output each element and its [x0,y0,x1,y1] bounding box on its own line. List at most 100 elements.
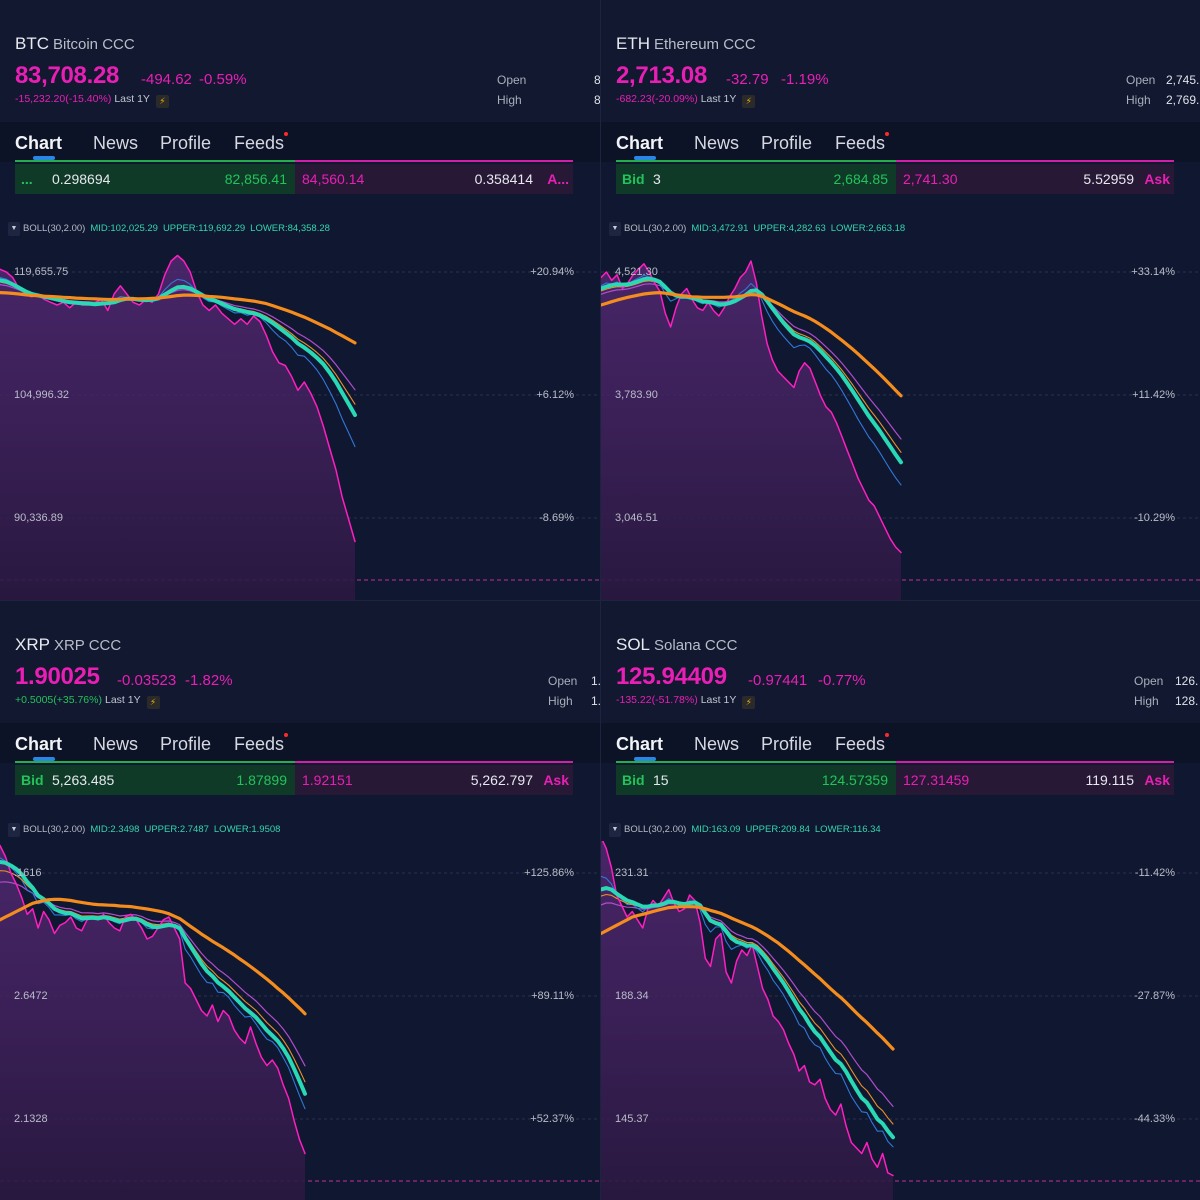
bid-size: 5,263.485 [52,772,115,788]
chevron-down-icon[interactable]: ▼ [609,222,621,236]
price-change: -32.79 [726,71,769,88]
price-chart[interactable]: 4,521.30 3,783.90 3,046.51 +33.14% +11.4… [601,240,1200,600]
bid-price: 124.57359 [821,772,888,788]
tab-feeds[interactable]: Feeds [835,734,886,754]
bid-depth-bar [15,761,295,763]
tab-bar: Chart News Profile Feeds [601,122,1200,162]
symbol: XRP XRP CCC [15,635,121,655]
price-axis-label: 231.31 [615,867,649,879]
lightning-icon[interactable]: ⚡ [742,95,756,108]
bid-side[interactable]: Bid 5,263.485 1.87899 [15,765,295,795]
last-price: 1.90025 [15,663,100,690]
pct-axis-label: -11.42% [1134,867,1175,879]
quote-header: ETH Ethereum CCC 2,713.08 -32.79 -1.19% -… [601,0,1200,122]
pct-axis-label: +20.94% [530,266,574,278]
bid-depth-bar [616,761,896,763]
ask-side[interactable]: 127.31459 119.115 Ask [896,765,1174,795]
year-change: -15,232.20(-15.40%) Last 1Y ⚡ [15,93,169,108]
tab-feeds[interactable]: Feeds [234,734,285,754]
year-change: -682.23(-20.09%) Last 1Y ⚡ [616,93,756,108]
price-chart[interactable]: 119,655.75 104,996.32 90,336.89 +20.94% … [0,240,600,600]
bid-side[interactable]: Bid 3 2,684.85 [616,164,896,194]
tab-news[interactable]: News [694,133,740,153]
chevron-down-icon[interactable]: ▼ [8,823,20,837]
high-label: High [497,93,522,107]
price-chart[interactable]: 231.31 188.34 145.37 -11.42% -27.87% -44… [601,841,1200,1200]
chart-canvas [601,260,1200,600]
tab-profile[interactable]: Profile [160,734,212,754]
price-change-pct: -1.82% [185,672,233,689]
tab-news[interactable]: News [93,734,139,754]
ask-size: 0.358414 [474,171,533,187]
boll-upper: UPPER:4,282.63 [753,223,826,234]
year-change-value: +0.5005(+35.76%) [15,694,102,706]
tab-chart[interactable]: Chart [15,133,63,153]
bid-label: Bid [622,171,645,187]
ask-size: 5,262.797 [470,772,533,788]
last-price: 2,713.08 [616,62,708,89]
asset-name: XRP CCC [53,637,122,654]
year-change-value: -15,232.20(-15.40%) [15,93,112,105]
ask-depth-bar [295,160,573,162]
tab-chart[interactable]: Chart [616,133,664,153]
lightning-icon[interactable]: ⚡ [742,696,756,709]
price-area [0,255,355,600]
open-value: 84,202.89 [594,73,600,87]
quote-panel-btc: BTC Bitcoin CCC 83,708.28 -494.62 -0.59% … [0,0,600,600]
price-chart[interactable]: .1616 2.6472 2.1328 +125.86% +89.11% +52… [0,841,600,1200]
price-axis-label: 3,046.51 [615,512,658,524]
tab-profile[interactable]: Profile [761,734,813,754]
last-price: 125.94409 [616,663,727,690]
tab-chart[interactable]: Chart [616,734,664,754]
quote-header: SOL Solana CCC 125.94409 -0.97441 -0.77% … [601,601,1200,723]
tab-profile[interactable]: Profile [160,133,212,153]
high-value: 84,762.99 [594,93,600,107]
price-area [601,841,893,1200]
lightning-icon[interactable]: ⚡ [155,95,169,108]
quote-header: XRP XRP CCC 1.90025 -0.03523 -1.82% +0.50… [0,601,600,723]
ask-side[interactable]: 2,741.30 5.52959 Ask [896,164,1174,194]
indicator-legend: ▼ BOLL(30,2.00) MID:2.3498 UPPER:2.7487 LOWE… [8,823,280,837]
ask-label: Ask [1144,171,1170,187]
boll-mid: MID:2.3498 [90,824,140,835]
year-change: +0.5005(+35.76%) Last 1Y ⚡ [15,694,160,709]
boll-lower: LOWER:116.34 [814,824,881,835]
price-change: -0.97441 [748,672,808,689]
last-price: 83,708.28 [15,62,120,89]
ask-label: Ask [543,772,569,788]
ask-side[interactable]: 1.92151 5,262.797 Ask [295,765,573,795]
bid-side[interactable]: ... 0.298694 82,856.41 [15,164,295,194]
price-axis-label: 104,996.32 [14,389,70,401]
open-value: 126. [1175,674,1199,688]
boll-mid-line [0,860,307,1096]
tab-feeds[interactable]: Feeds [234,133,285,153]
feeds-notification-dot [885,733,889,737]
chevron-down-icon[interactable]: ▼ [609,823,621,837]
active-tab-indicator [634,156,656,160]
tab-profile[interactable]: Profile [761,133,813,153]
bid-side[interactable]: Bid 15 124.57359 [616,765,896,795]
long-ma-line [0,291,357,345]
symbol: SOL Solana CCC [616,635,737,655]
ask-side[interactable]: 84,560.14 0.358414 A... [295,164,573,194]
lightning-icon[interactable]: ⚡ [146,696,160,709]
bid-depth-bar [15,160,295,162]
price-axis-label: .1616 [14,867,42,879]
quote-panel-sol: SOL Solana CCC 125.94409 -0.97441 -0.77% … [600,600,1200,1200]
price-area [601,261,901,600]
chevron-down-icon[interactable]: ▼ [8,222,20,236]
tab-news[interactable]: News [694,734,740,754]
tab-feeds[interactable]: Feeds [835,133,886,153]
order-book: ... 0.298694 82,856.41 84,560.14 0.35841… [15,164,573,194]
boll-name: BOLL(30,2.00) [23,824,86,835]
open-value: 2,745. [1166,73,1200,87]
ask-label: A... [547,171,569,187]
tab-news[interactable]: News [93,133,139,153]
active-tab-indicator [33,156,55,160]
boll-upper: UPPER:119,692.29 [162,223,246,234]
bid-size: 3 [653,171,661,187]
tab-chart[interactable]: Chart [15,734,63,754]
asset-name: Solana CCC [654,637,738,654]
symbol: BTC Bitcoin CCC [15,34,135,54]
